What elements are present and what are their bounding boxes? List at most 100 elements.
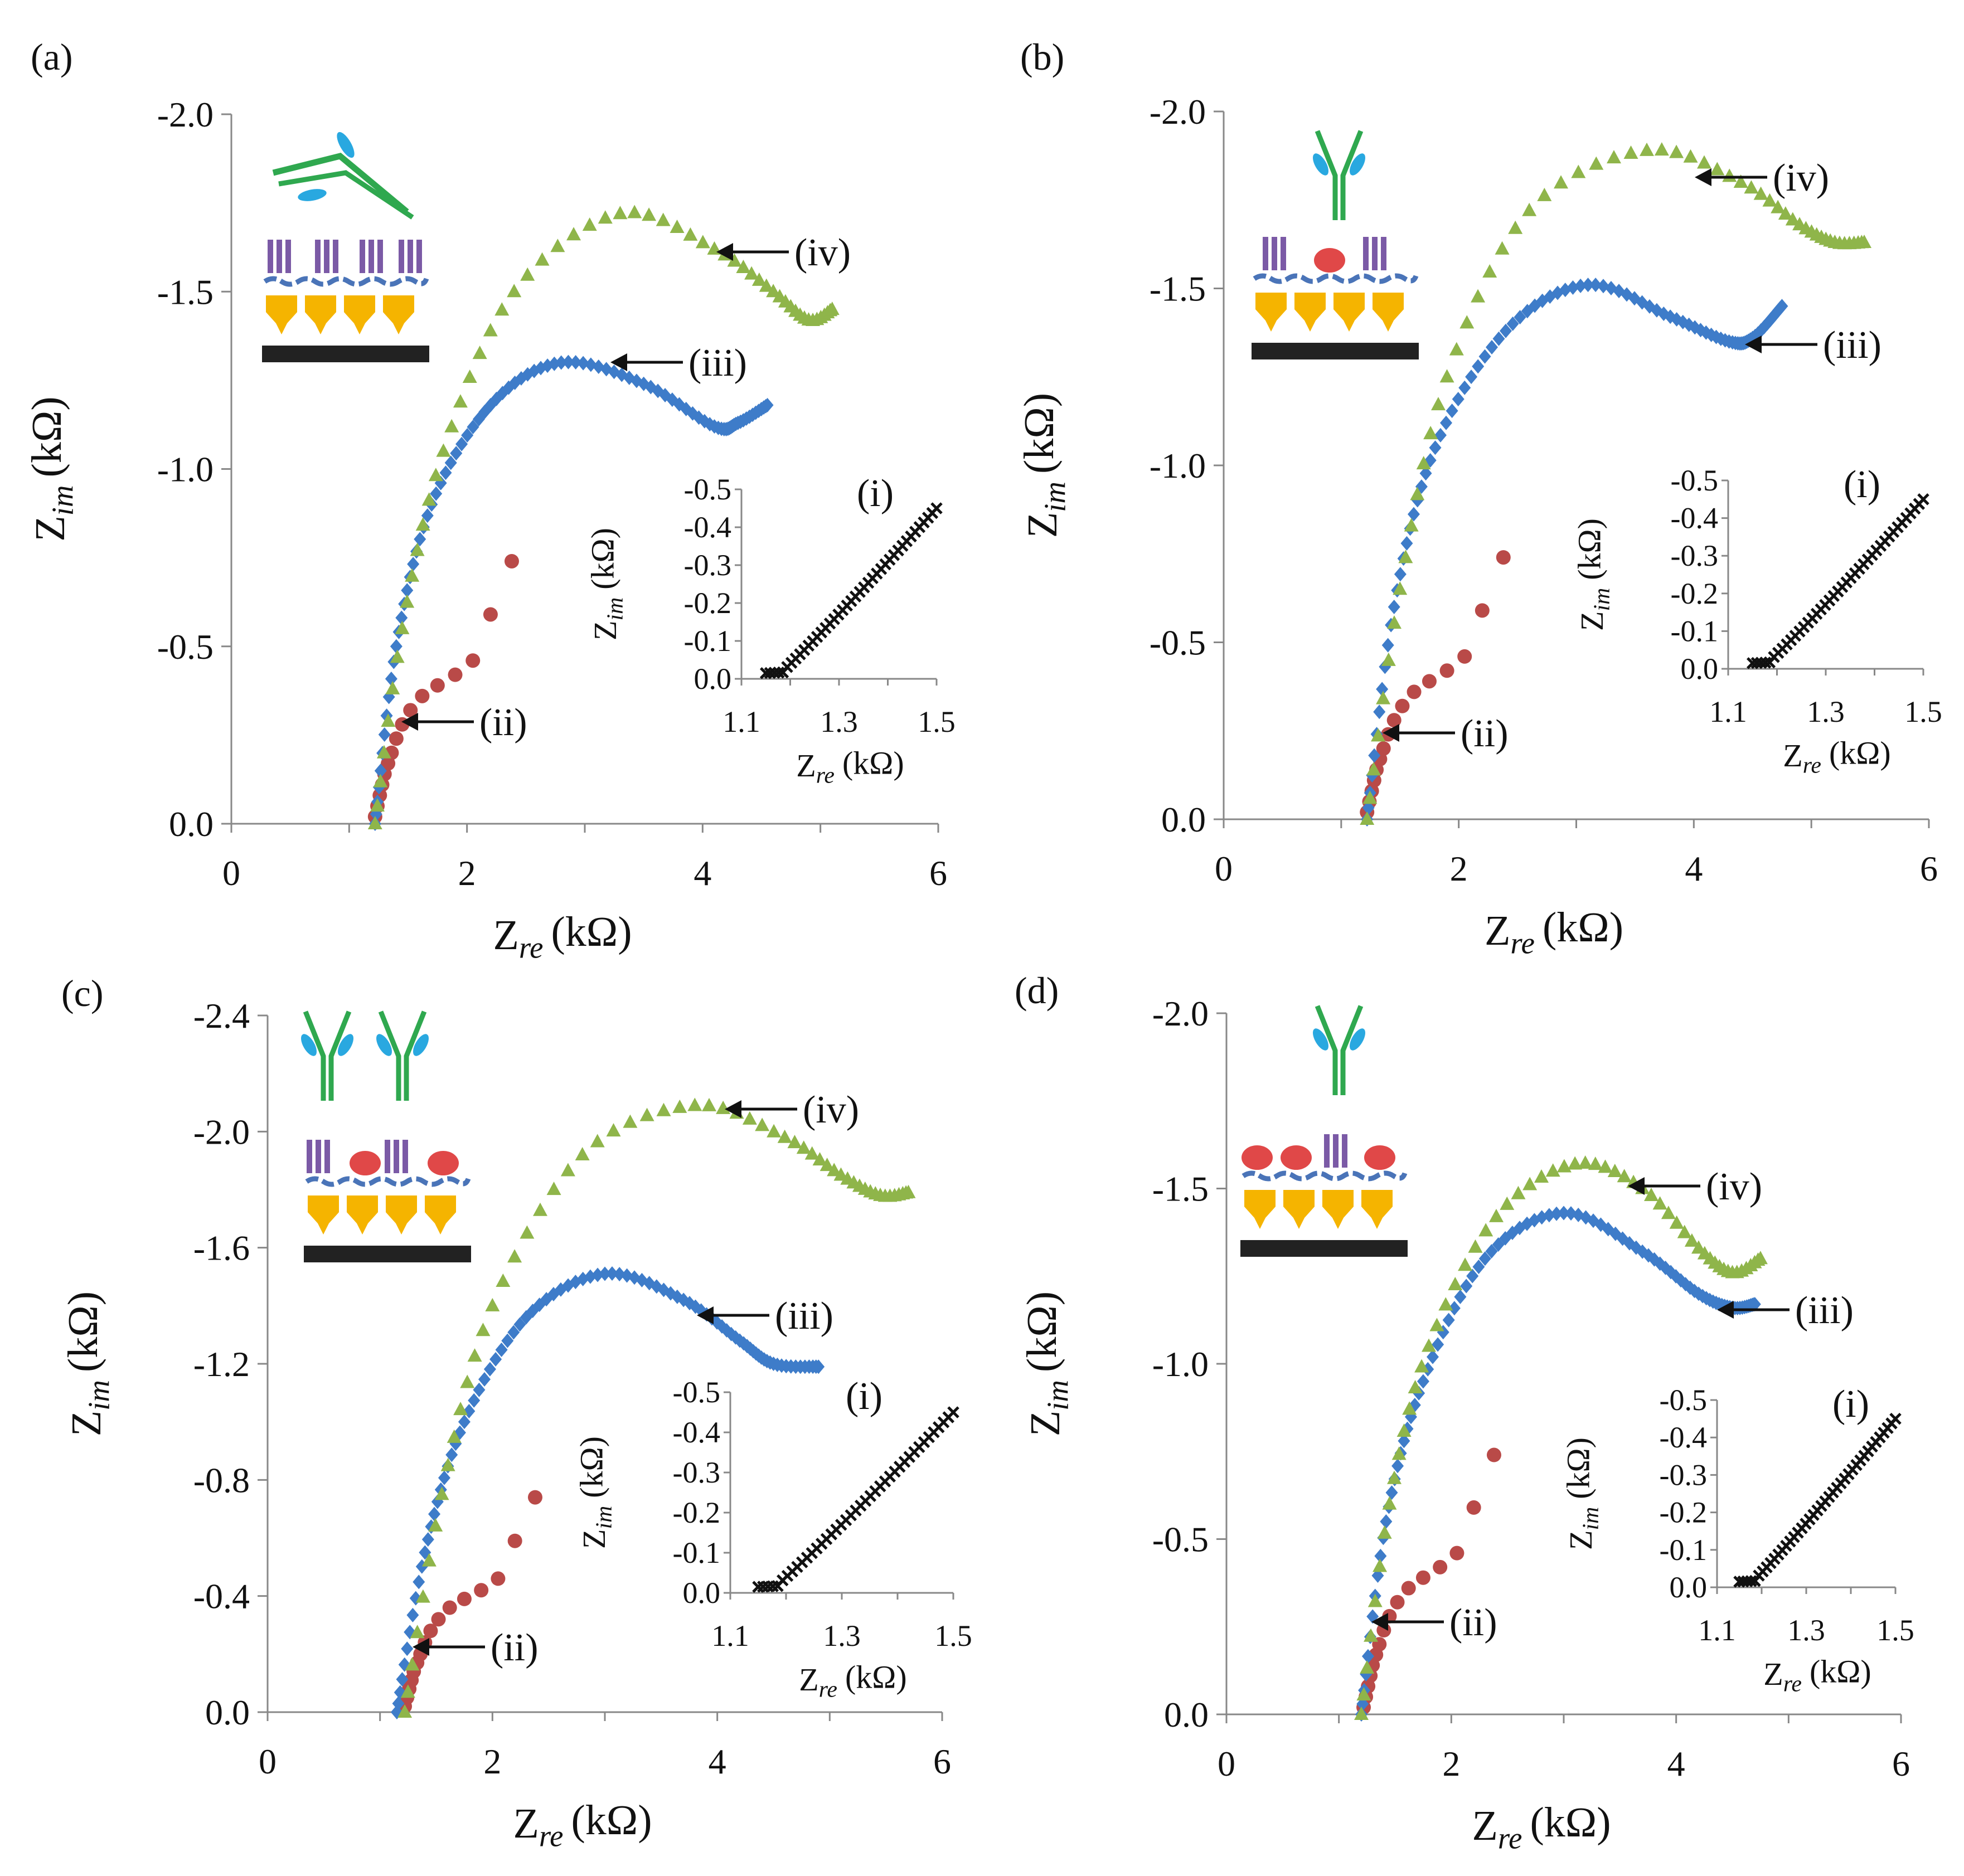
data-point: [1556, 1159, 1572, 1173]
data-point: [599, 1266, 611, 1281]
data-point: [460, 1374, 475, 1388]
x-tick-label: 2: [458, 853, 476, 893]
data-point: [472, 346, 487, 359]
arrow-head: [1695, 168, 1711, 186]
data-point: [461, 428, 474, 443]
data-point: [535, 252, 550, 266]
data-point: [473, 1382, 486, 1397]
data-point: [485, 1297, 500, 1311]
x-axis-title: Zre (kΩ): [493, 908, 632, 964]
data-point: [450, 446, 463, 461]
data-point: [1410, 487, 1425, 500]
y-tick-label: -1.5: [1150, 269, 1206, 309]
data-point: [670, 220, 685, 234]
curve-annotation: (ii): [413, 1626, 539, 1669]
curve-label: (iv): [803, 1088, 859, 1131]
data-series: [1360, 142, 1872, 827]
capture-receptor: [1263, 237, 1268, 270]
data-point: [400, 1684, 415, 1698]
y-axis-title: Zim (kΩ): [60, 1291, 115, 1436]
sam-layer: [1242, 1170, 1408, 1182]
inset-y-title-unit: (kΩ): [584, 528, 620, 590]
inset-y-tick-label: -0.5: [1660, 1383, 1707, 1417]
linker-molecule: [1255, 293, 1287, 332]
capture-receptor: [1281, 237, 1286, 270]
curve-annotation: (ii): [1371, 1601, 1497, 1644]
data-point: [613, 206, 628, 220]
data-point: [453, 394, 468, 408]
capture-receptor: [1381, 237, 1386, 270]
data-point: [555, 355, 568, 370]
data-point: [396, 1672, 409, 1687]
antigen-blocker: [350, 1151, 381, 1175]
x-axis-title-main: Z: [513, 1800, 539, 1847]
data-point: [389, 731, 404, 746]
data-point: [1537, 187, 1552, 201]
data-point: [569, 355, 582, 370]
data-point: [527, 1490, 542, 1505]
inset-x-tick-label: 1.1: [722, 705, 760, 738]
data-point: [455, 436, 468, 451]
inset-y-title-unit: (kΩ): [1571, 518, 1607, 580]
data-point: [410, 1625, 425, 1639]
x-tick-label: 6: [929, 853, 947, 893]
y-tick-label: -1.5: [1152, 1169, 1209, 1209]
y-axis-title-main: Z: [1022, 1411, 1069, 1436]
data-point: [1382, 1496, 1397, 1510]
inset-y-tick-label: -0.3: [673, 1456, 720, 1489]
inset-x-tick-label: 1.1: [1709, 695, 1747, 728]
curve-annotation: (iii): [1717, 1289, 1854, 1332]
antibody-tag: [413, 1034, 429, 1056]
inset-y-tick-label: -0.5: [673, 1376, 720, 1409]
curve-annotation: (iv): [716, 231, 851, 274]
data-point: [1404, 518, 1419, 532]
data-point: [1393, 581, 1408, 595]
data-point: [507, 1249, 522, 1263]
data-point: [716, 1100, 731, 1114]
capture-receptor: [277, 240, 282, 273]
curve-annotation: (iii): [697, 1295, 833, 1338]
data-point: [1388, 600, 1400, 614]
capture-receptor: [385, 1140, 390, 1173]
data-point: [1387, 1470, 1402, 1484]
data-point: [605, 1266, 618, 1281]
curve-annotation: (ii): [401, 701, 527, 744]
data-point: [1373, 704, 1386, 720]
data-point: [1506, 316, 1519, 331]
data-point: [1368, 748, 1381, 763]
inset-data-point: [1759, 657, 1772, 669]
data-point: [1458, 380, 1471, 395]
data-point: [378, 727, 391, 742]
linker-molecule: [1333, 293, 1365, 332]
inset-x-title-sub: re: [1803, 753, 1821, 779]
inset-y-tick-label: -0.4: [673, 1416, 720, 1449]
data-point: [421, 1532, 434, 1547]
data-point: [403, 703, 418, 718]
data-point: [445, 1447, 458, 1462]
data-point: [562, 354, 575, 370]
y-tick-label: -0.4: [193, 1577, 250, 1616]
data-point: [672, 1099, 687, 1113]
data-point: [410, 542, 425, 556]
surface-schematic: [1252, 130, 1419, 359]
capture-receptor: [360, 240, 365, 273]
surface-schematic: [1240, 1005, 1408, 1257]
data-point: [405, 568, 420, 582]
data-point: [483, 1362, 496, 1377]
data-point: [1500, 323, 1512, 338]
y-tick-label: 0.0: [1161, 800, 1206, 839]
data-point: [1380, 1514, 1393, 1529]
capture-receptor: [268, 240, 273, 273]
data-point: [623, 1114, 638, 1128]
data-point: [504, 553, 519, 568]
data-point: [759, 278, 774, 292]
curve-label: (ii): [479, 701, 527, 744]
data-point: [1391, 1446, 1407, 1460]
electrode-bar: [304, 1246, 471, 1262]
y-tick-label: -0.5: [157, 627, 214, 667]
x-tick-label: 2: [1450, 849, 1468, 888]
data-point: [1472, 1259, 1485, 1274]
data-point: [405, 1657, 420, 1671]
curve-annotation: (iv): [725, 1088, 859, 1131]
